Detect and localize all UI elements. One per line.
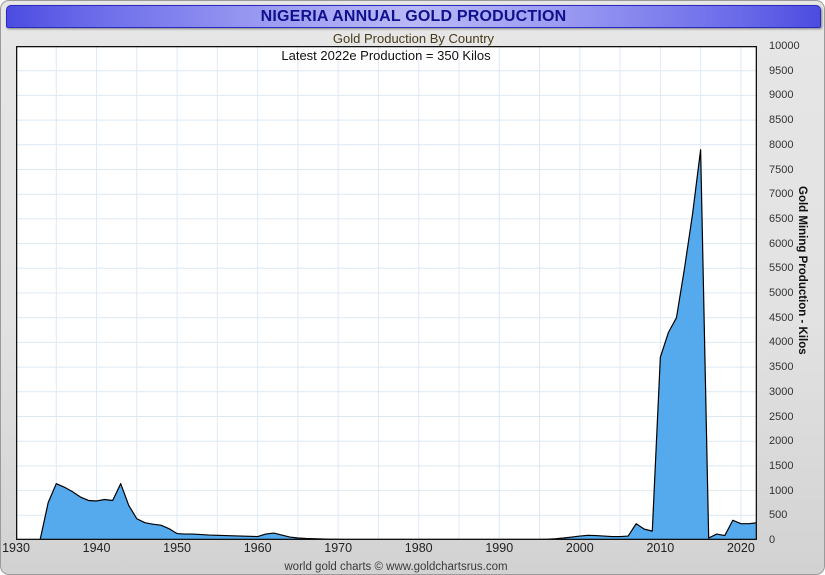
y-axis-tick-label: 5500 — [769, 262, 794, 275]
x-axis-labels: 1930 1940 1950 1960 1970 1980 1990 2000 2010 2020 — [2, 541, 757, 559]
y-axis-tick-label: 6000 — [769, 237, 794, 250]
y-axis-tick-label: 7000 — [769, 188, 794, 201]
x-axis-tick-label: 1980 — [404, 541, 433, 555]
y-axis-tick-label: 9500 — [769, 64, 794, 77]
y-axis-tick-label: 6500 — [769, 212, 794, 225]
window-title: NIGERIA ANNUAL GOLD PRODUCTION — [260, 7, 567, 25]
y-axis-tick-label: 3500 — [769, 361, 794, 374]
y-axis-tick-label: 4500 — [769, 311, 794, 324]
y-axis-tick-label: 9000 — [769, 89, 794, 102]
plot-area — [16, 46, 757, 540]
y-axis-labels: 0 500 1000 1500 2000 2500 3000 3500 4000 4500 5000… — [761, 40, 805, 546]
chart-subtitle: Gold Production By Country — [332, 31, 495, 46]
y-axis-tick-label: 2500 — [769, 410, 794, 423]
y-axis-tick-label: 8000 — [769, 138, 794, 151]
y-axis-tick-label: 0 — [769, 534, 776, 546]
y-axis-tick-label: 1000 — [769, 484, 794, 497]
window-titlebar: NIGERIA ANNUAL GOLD PRODUCTION — [6, 5, 821, 28]
y-axis-tick-label: 2000 — [769, 435, 794, 448]
x-axis-tick-label: 1990 — [485, 541, 514, 555]
x-axis-tick-label: 1940 — [82, 541, 111, 555]
y-axis-tick-label: 5000 — [769, 287, 794, 299]
x-axis-tick-label: 1970 — [324, 541, 353, 555]
plot-border — [16, 46, 757, 540]
x-axis-tick-label: 2010 — [646, 541, 675, 555]
gridlines — [16, 46, 757, 540]
y-axis-tick-label: 8500 — [769, 114, 794, 127]
chart-canvas — [16, 46, 757, 540]
x-axis-tick-label: 2020 — [726, 541, 755, 555]
x-axis-tick-label: 1930 — [2, 541, 30, 555]
y-axis-tick-label: 4000 — [769, 336, 794, 349]
x-axis-tick-label: 1950 — [163, 541, 191, 555]
y-axis-tick-label: 1500 — [769, 459, 794, 472]
y-axis-title: Gold Mining Production - Kilos — [796, 186, 808, 355]
chart-footer: world gold charts © www.goldchartsrus.co… — [284, 561, 508, 573]
y-axis-tick-label: 10000 — [769, 40, 800, 52]
y-axis-tick-label: 3000 — [769, 385, 794, 398]
x-axis-tick-label: 2000 — [565, 541, 594, 555]
chart-annotation: Latest 2022e Production = 350 Kilos — [281, 48, 491, 63]
y-axis-tick-label: 500 — [769, 509, 788, 522]
x-axis-tick-label: 1960 — [243, 541, 272, 555]
y-axis-tick-label: 7500 — [769, 163, 794, 176]
